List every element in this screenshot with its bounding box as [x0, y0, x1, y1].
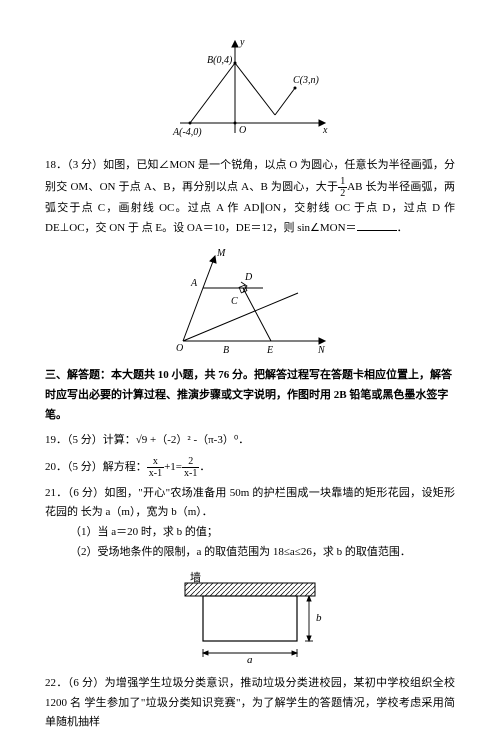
origin-label: O — [239, 125, 246, 136]
q20-end: ． — [199, 461, 210, 473]
dim-b-label: b — [316, 612, 322, 624]
point-b-label: B(0,4) — [207, 55, 233, 66]
q19-prefix: 计算： — [103, 434, 136, 446]
q20-frac1: xx-1 — [147, 456, 164, 479]
q22-number: 22． — [45, 677, 68, 689]
q20-points: （5 分） — [67, 461, 103, 473]
question-22: 22．（6 分）为增强学生垃圾分类意识，推动垃圾分类进校园，某初中学校组织全校 … — [45, 674, 455, 733]
q21-number: 21． — [45, 487, 68, 499]
question-20: 20．（5 分）解方程：xx-1+1=2x-1． — [45, 456, 455, 479]
q20-frac2: 2x-1 — [182, 456, 199, 479]
question-19: 19．（5 分）计算：√9 +（-2）² -（π-3）⁰． — [45, 431, 455, 451]
q18-points: （3 分） — [67, 159, 103, 171]
question-21: 21．（6 分）如图，"开心"农场准备用 50m 的护栏围成一块靠墙的矩形花园，… — [45, 484, 455, 563]
q19-number: 19． — [45, 434, 67, 446]
question-18: 18．（3 分）如图，已知∠MON 是一个锐角，以点 O 为圆心，任意长为半径画… — [45, 156, 455, 238]
point-c-label: C(3,n) — [293, 75, 320, 86]
point-a-label: A(-4,0) — [172, 127, 202, 138]
point-m-label: M — [216, 248, 226, 259]
q21-sub1: （1）当 a＝20 时，求 b 的值； — [45, 523, 455, 543]
q22-text2: 学生参加了"垃圾分类知识竞赛"，为了解学生的答题情况，学校考虑采用简单随机抽样 — [45, 697, 455, 729]
q19-points: （5 分） — [67, 434, 103, 446]
axis-x-label: x — [322, 125, 328, 136]
q21-sub2: （2）受场地条件的限制，a 的取值范围为 18≤a≤26，求 b 的取值范围． — [45, 543, 455, 563]
q18-blank — [357, 219, 397, 231]
figure-17-graph: y x B(0,4) C(3,n) A(-4,0) O — [45, 33, 455, 148]
point-d-label: D — [244, 272, 253, 283]
q22-points: （6 分） — [68, 677, 105, 689]
point-b-label: B — [223, 345, 229, 356]
q18-text6: ． — [397, 222, 408, 234]
point-o-label: O — [176, 343, 183, 354]
q20-mid: +1= — [164, 461, 182, 473]
q18-frac: 12 — [338, 176, 347, 199]
dim-a-label: a — [247, 654, 253, 666]
q18-number: 18． — [45, 159, 67, 171]
q21-points: （6 分） — [68, 487, 105, 499]
q21-text2: 长为 a（m），宽为 b（m）． — [81, 506, 213, 518]
q20-number: 20． — [45, 461, 67, 473]
q20-prefix: 解方程： — [103, 461, 147, 473]
q19-expr: √9 +（-2）² -（π-3）⁰． — [136, 434, 250, 446]
point-a-label: A — [190, 278, 198, 289]
wall-label: 墙 — [190, 571, 201, 584]
q18-text2: OM、ON 于点 A、B，再分别以点 A、B 为圆心，大于 — [70, 181, 338, 193]
figure-21-rectangle: 墙 a b — [45, 571, 455, 666]
point-n-label: N — [317, 345, 326, 356]
q18-text5: 点 E。设 OA＝10，DE＝12，则 sin∠MON＝ — [142, 222, 357, 234]
axis-y-label: y — [239, 37, 245, 48]
point-e-label: E — [266, 345, 273, 356]
point-c-label: C — [231, 296, 238, 307]
figure-18-angle: M A D C O B E N — [45, 246, 455, 356]
section-3-header: 三、解答题：本大题共 10 小题，共 76 分。把解答过程写在答题卡相应位置上，… — [45, 366, 455, 425]
